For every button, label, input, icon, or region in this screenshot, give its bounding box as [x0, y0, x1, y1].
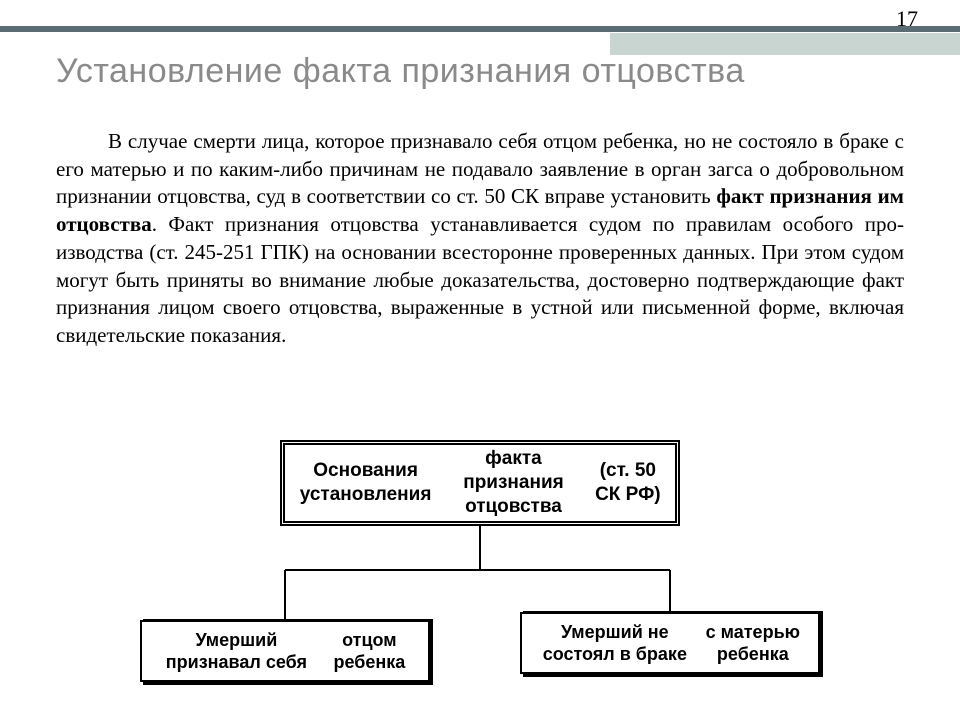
diagram: Основания установленияфакта признания от…: [120, 440, 840, 700]
diagram-right-box: Умерший не состоял в бракес матерью ребе…: [520, 612, 820, 674]
decor-bar-dark: [0, 26, 960, 32]
diagram-left-box: Умерший признавал себяотцом ребенка: [140, 620, 430, 682]
diagram-root-box: Основания установленияфакта признания от…: [280, 440, 680, 526]
main-paragraph: В случае смерти лица, которое признавало…: [56, 128, 904, 350]
page-title: Установление факта признания отцовства: [56, 52, 745, 91]
